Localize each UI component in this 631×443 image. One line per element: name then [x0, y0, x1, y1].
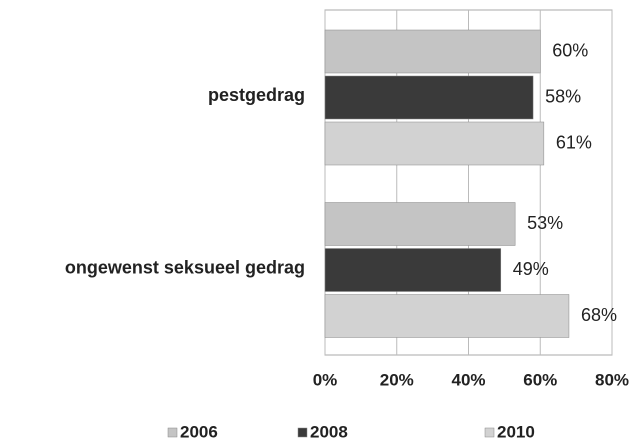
bar [324, 202, 516, 246]
legend-label: 2010 [497, 422, 535, 441]
legend-swatch [484, 427, 495, 438]
data-label: 60% [552, 40, 588, 60]
data-label: 58% [545, 86, 581, 106]
legend-swatch [167, 427, 178, 438]
legend-label: 2006 [180, 422, 218, 441]
category-label: pestgedrag [208, 85, 305, 105]
bar [324, 121, 545, 166]
legend-label: 2008 [310, 422, 348, 441]
x-tick-label: 0% [313, 370, 338, 389]
x-tick-label: 40% [451, 370, 485, 389]
data-label: 53% [527, 213, 563, 233]
category-label: ongewenst seksueel gedrag [65, 258, 305, 278]
data-label: 49% [513, 259, 549, 279]
legend-swatch [297, 427, 308, 438]
x-tick-label: 80% [595, 370, 629, 389]
data-label: 68% [581, 305, 617, 325]
x-tick-label: 60% [523, 370, 557, 389]
bar [324, 75, 534, 120]
bar [324, 294, 570, 338]
data-label: 61% [556, 132, 592, 152]
x-tick-label: 20% [380, 370, 414, 389]
bar [324, 29, 541, 74]
bar [324, 248, 502, 292]
